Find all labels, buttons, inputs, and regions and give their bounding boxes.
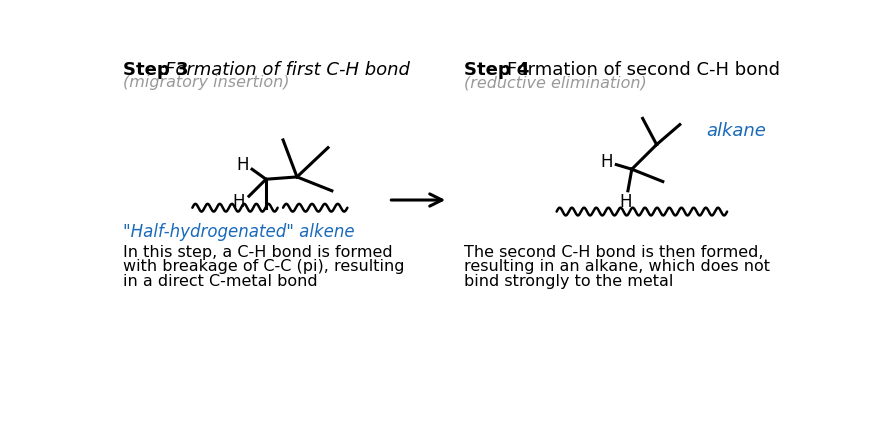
Text: "Half-hydrogenated" alkene: "Half-hydrogenated" alkene (123, 223, 354, 241)
Text: H: H (601, 152, 614, 170)
Text: alkane: alkane (706, 122, 766, 140)
Text: in a direct C-metal bond: in a direct C-metal bond (123, 274, 317, 289)
Text: (migratory insertion): (migratory insertion) (123, 75, 289, 90)
Text: H: H (236, 157, 249, 174)
Text: H: H (619, 192, 632, 211)
Text: Step 3: Step 3 (123, 62, 188, 79)
Text: :: : (159, 62, 165, 79)
Text: Formation of second C-H bond: Formation of second C-H bond (507, 62, 780, 79)
Text: Step 4: Step 4 (464, 62, 530, 79)
Text: :: : (501, 62, 507, 79)
Text: H: H (233, 193, 245, 211)
Text: bind strongly to the metal: bind strongly to the metal (464, 274, 674, 289)
Text: In this step, a C-H bond is formed: In this step, a C-H bond is formed (123, 245, 392, 260)
Text: with breakage of C-C (pi), resulting: with breakage of C-C (pi), resulting (123, 259, 404, 274)
Text: The second C-H bond is then formed,: The second C-H bond is then formed, (464, 245, 764, 260)
Text: (reductive elimination): (reductive elimination) (464, 75, 647, 90)
Text: resulting in an alkane, which does not: resulting in an alkane, which does not (464, 259, 771, 274)
Text: Formation of first C-H bond: Formation of first C-H bond (165, 62, 410, 79)
